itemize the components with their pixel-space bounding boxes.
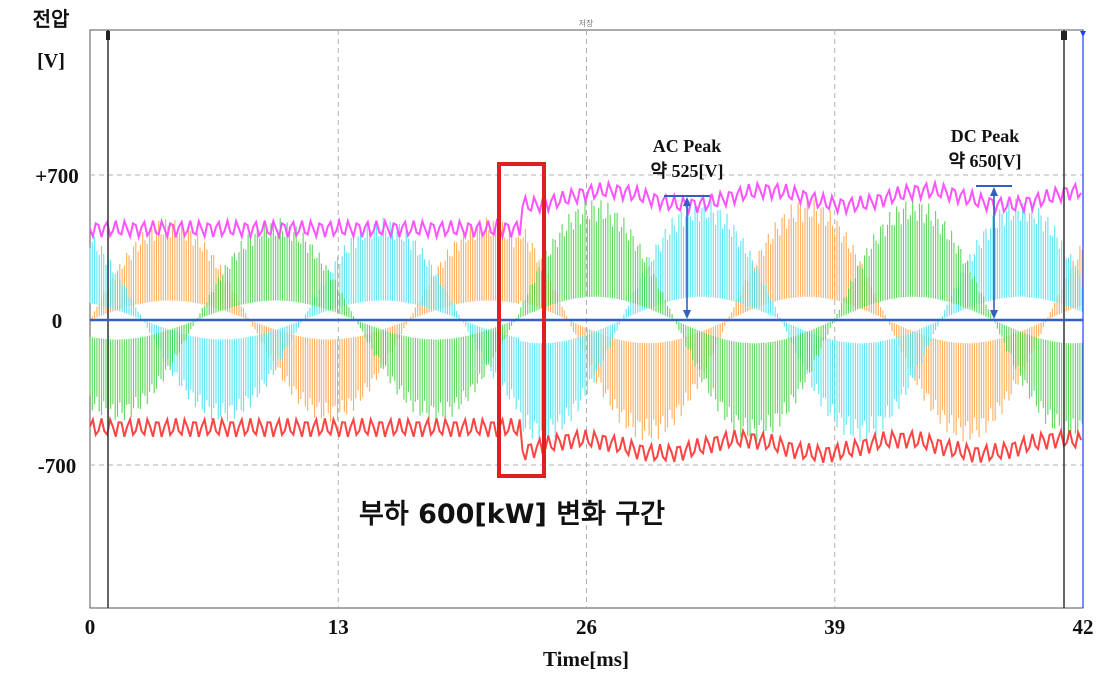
y-tick-label: +700 (35, 164, 78, 188)
x-tick-label: 39 (824, 615, 845, 639)
phase-wave-3 (89, 198, 1083, 442)
chart-title: 저장 (579, 18, 594, 28)
x-tick-label: 13 (328, 615, 349, 639)
right-cursor-handle[interactable] (1061, 31, 1067, 40)
dc-peak-value: 약 650[V] (948, 150, 1021, 171)
x-tick-label: 42 (1073, 615, 1094, 639)
y-tick-label: -700 (38, 454, 77, 478)
dc-peak-label: DC Peak (951, 126, 1020, 146)
load-change-label: 부하 600[kW] 변화 구간 (359, 499, 665, 530)
dc-positive-bus (89, 178, 1082, 242)
waveforms (89, 178, 1083, 463)
x-tick-label: 26 (576, 615, 597, 639)
ac-peak-value: 약 525[V] (650, 160, 723, 181)
left-cursor-handle[interactable] (106, 31, 110, 40)
x-tick-labels: 0 13 26 39 42 (85, 615, 1094, 639)
y-tick-label: 0 (52, 309, 63, 333)
x-tick-label: 0 (85, 615, 96, 639)
y-axis-unit: [V] (37, 50, 65, 72)
ac-peak-annotation: AC Peak 약 525[V] (650, 136, 724, 319)
ac-peak-arrow-top-icon (683, 197, 691, 206)
dc-peak-arrow-bottom-icon (990, 310, 998, 319)
dc-negative-bus (89, 415, 1083, 463)
y-axis-label: 전압 (33, 7, 70, 31)
dc-peak-annotation: DC Peak 약 650[V] (948, 126, 1022, 319)
dc-peak-arrow-top-icon (990, 187, 998, 196)
ac-peak-arrow-bottom-icon (683, 310, 691, 319)
x-axis-label: Time[ms] (543, 647, 629, 671)
ac-peak-label: AC Peak (653, 136, 722, 156)
load-change-box (497, 162, 546, 478)
y-tick-labels: +700 0 -700 (35, 164, 78, 478)
right-edge-arrow-icon (1080, 31, 1086, 37)
